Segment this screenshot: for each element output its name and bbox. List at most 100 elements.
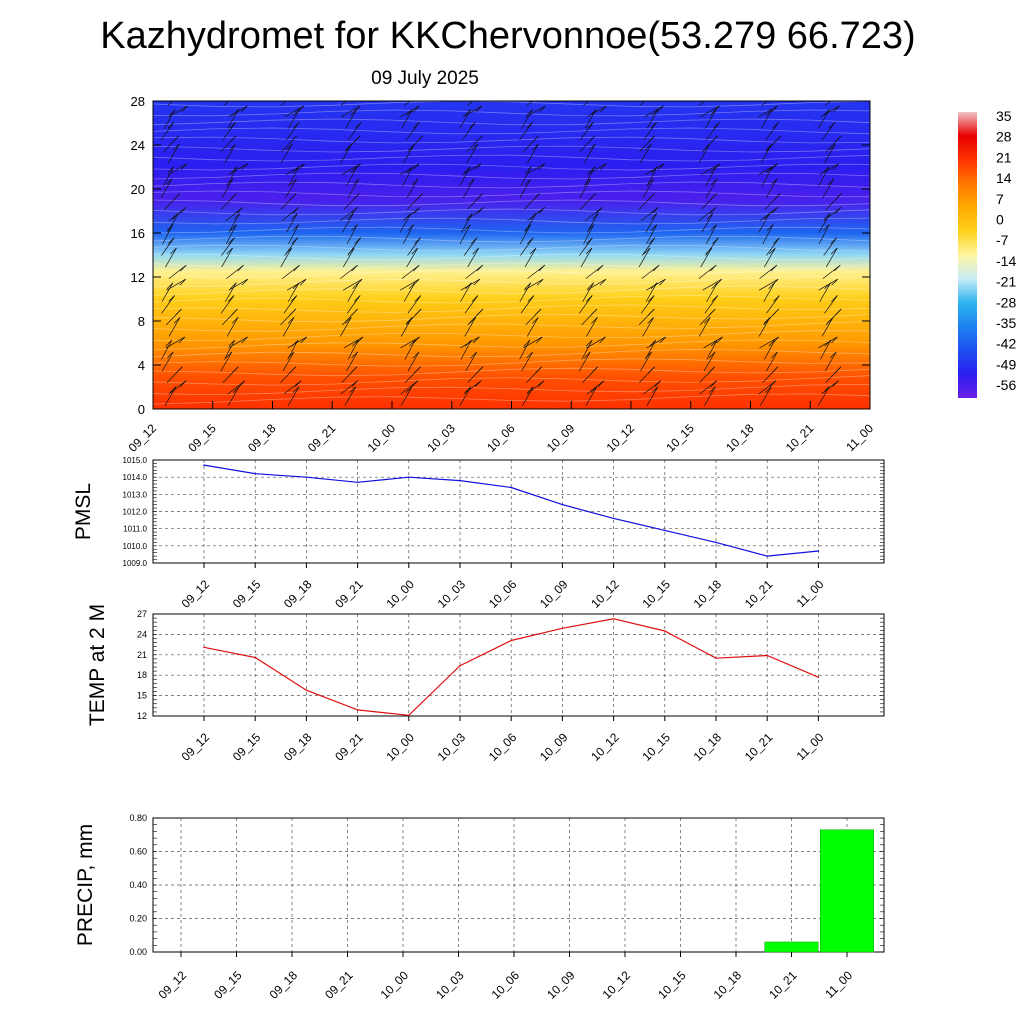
wind-barb-flag bbox=[179, 278, 186, 286]
colorbar-label: 35 bbox=[996, 108, 1012, 124]
wind-barb bbox=[340, 380, 359, 395]
wind-barb bbox=[698, 317, 711, 337]
wind-barb-flag bbox=[647, 178, 655, 185]
wind-barb-flag bbox=[828, 122, 836, 129]
wind-barb-flag bbox=[354, 135, 361, 143]
wind-barb bbox=[821, 122, 836, 141]
wind-barb-flag bbox=[709, 264, 717, 272]
wind-barb bbox=[222, 122, 236, 141]
wind-barb-flag bbox=[834, 207, 842, 214]
x-tick-label: 10_21 bbox=[742, 577, 776, 611]
precip-panel: 0.00 0.20 0.40 0.60 0.80 09_12 09_15 09_18 09_21… bbox=[74, 813, 885, 1002]
wind-barb bbox=[221, 237, 235, 256]
wind-barb bbox=[766, 295, 780, 314]
wind-barb-flag bbox=[709, 308, 716, 316]
x-tick-label: 10_09 bbox=[544, 421, 578, 455]
wind-barb-flag bbox=[176, 366, 183, 374]
wind-barb-flag bbox=[479, 92, 485, 98]
wind-barb-flag bbox=[470, 351, 478, 359]
wind-barb-flag bbox=[524, 166, 532, 174]
wind-barb bbox=[340, 105, 361, 118]
wind-barb-flag bbox=[229, 143, 236, 151]
wind-barb bbox=[287, 386, 300, 406]
wind-barb bbox=[161, 237, 175, 256]
wind-barb bbox=[758, 380, 777, 395]
wind-barb bbox=[886, 92, 903, 106]
wind-barb-flag bbox=[290, 135, 298, 143]
wind-barb bbox=[401, 264, 420, 279]
wind-barb bbox=[167, 213, 179, 233]
wind-barb bbox=[640, 207, 659, 222]
wind-barb bbox=[705, 237, 719, 256]
wind-barb bbox=[280, 143, 293, 164]
y-tick-label: 1011.0 bbox=[123, 525, 147, 534]
wind-barb-flag bbox=[290, 193, 297, 200]
wind-barb bbox=[347, 178, 360, 198]
wind-barb-flag bbox=[535, 366, 542, 374]
colorbar-label: -7 bbox=[996, 232, 1009, 248]
wind-barb-flag bbox=[536, 336, 543, 344]
wind-barb-flag bbox=[527, 295, 535, 302]
x-tick-label: 09_21 bbox=[332, 730, 366, 764]
wind-barb bbox=[286, 122, 300, 141]
wind-barb bbox=[820, 380, 839, 395]
wind-barb bbox=[527, 264, 546, 279]
contour-line bbox=[153, 339, 870, 351]
wind-barb-flag bbox=[771, 105, 778, 113]
wind-barb-flag bbox=[477, 207, 484, 214]
wind-barb bbox=[226, 317, 239, 337]
wind-barb-flag bbox=[829, 143, 836, 151]
wind-barb bbox=[466, 207, 484, 222]
wind-barb bbox=[404, 101, 411, 106]
wind-barb bbox=[464, 317, 476, 337]
wind-barb bbox=[646, 224, 658, 245]
wind-barb bbox=[467, 247, 479, 268]
wind-barb bbox=[818, 224, 830, 245]
wind-barb bbox=[519, 224, 531, 245]
wind-barb-flag bbox=[537, 380, 545, 387]
wind-barb-flag bbox=[464, 109, 472, 116]
wind-barb-flag bbox=[897, 92, 903, 98]
wind-barb bbox=[701, 213, 714, 233]
wind-barb-flag bbox=[168, 109, 176, 116]
wind-barb bbox=[823, 237, 837, 256]
wind-barb bbox=[824, 101, 832, 106]
wind-barb-flag bbox=[173, 317, 181, 324]
wind-barb bbox=[221, 178, 234, 198]
wind-barb-flag bbox=[354, 122, 362, 129]
wind-barb-flag bbox=[468, 178, 475, 185]
wind-barb-flag bbox=[715, 278, 723, 286]
wind-barb bbox=[579, 178, 592, 198]
wind-barb-flag bbox=[834, 264, 841, 272]
wind-barb-flag bbox=[765, 386, 772, 393]
y-tick-label: 16 bbox=[131, 226, 145, 241]
x-tick-label: 10_21 bbox=[742, 730, 776, 764]
colorbar-label: 14 bbox=[996, 170, 1012, 186]
wind-barb-flag bbox=[230, 282, 237, 289]
wind-barb-flag bbox=[524, 178, 532, 185]
y-tick-label: 0.40 bbox=[129, 880, 147, 890]
wind-barb-flag bbox=[710, 178, 718, 185]
data-point bbox=[459, 479, 461, 482]
wind-barb-flag bbox=[413, 122, 420, 129]
wind-barb bbox=[165, 247, 177, 268]
wind-barb-flag bbox=[645, 143, 652, 151]
colorbar-label: -21 bbox=[996, 274, 1016, 290]
wind-barb-flag bbox=[285, 143, 293, 151]
x-tick-label: 09_18 bbox=[281, 730, 315, 764]
wind-barb bbox=[586, 105, 607, 118]
data-point bbox=[254, 656, 256, 659]
wind-barb bbox=[703, 351, 716, 372]
data-point bbox=[254, 472, 256, 475]
wind-barb bbox=[347, 122, 362, 141]
wind-barb-flag bbox=[405, 317, 413, 324]
wind-barb-flag bbox=[835, 193, 842, 200]
data-point bbox=[715, 541, 717, 544]
contour-line bbox=[153, 393, 870, 405]
precip-bar bbox=[820, 829, 874, 953]
wind-barb-flag bbox=[179, 207, 187, 214]
wind-barb bbox=[399, 213, 412, 233]
wind-barb-flag bbox=[345, 143, 352, 151]
wind-barb-flag bbox=[225, 351, 233, 359]
wind-barb-flag bbox=[591, 366, 599, 374]
